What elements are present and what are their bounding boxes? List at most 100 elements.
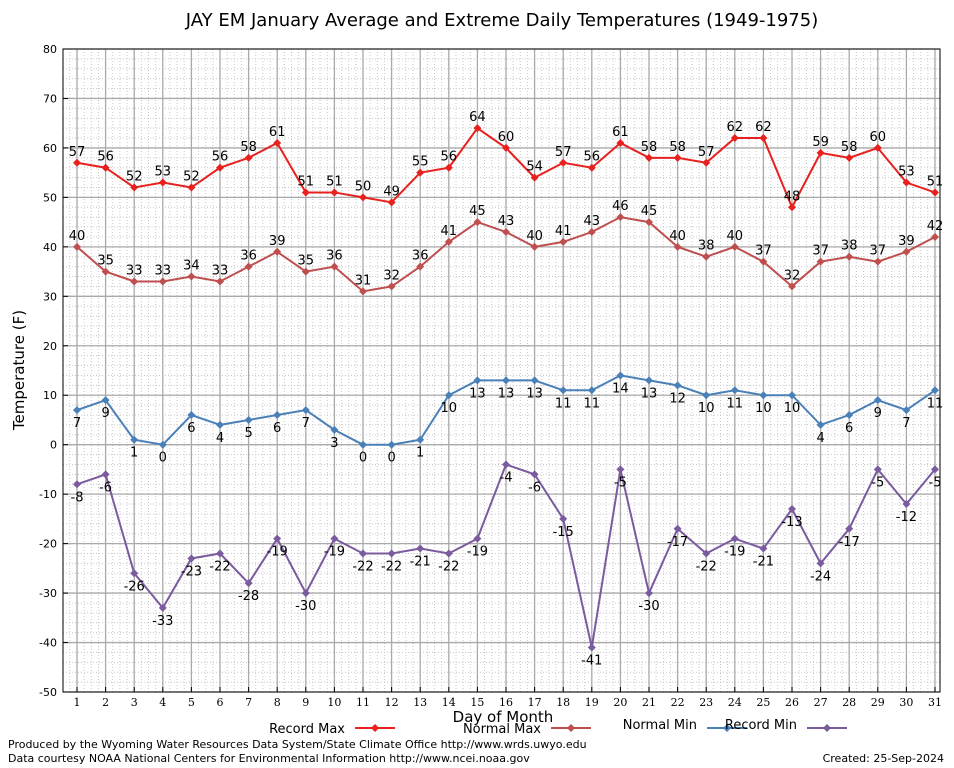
footer-data-courtesy: Data courtesy NOAA National Centers for … bbox=[8, 752, 530, 765]
data-label-normal-max: 38 bbox=[841, 239, 858, 254]
data-point-record-max bbox=[330, 188, 339, 197]
data-label-record-max: 50 bbox=[355, 179, 372, 194]
x-tick-label: 3 bbox=[131, 696, 138, 709]
data-point-record-max bbox=[702, 158, 711, 167]
data-point-normal-max bbox=[387, 282, 396, 291]
data-point-record-max bbox=[273, 138, 282, 147]
data-point-normal-min bbox=[101, 396, 110, 405]
data-label-normal-max: 33 bbox=[155, 263, 172, 278]
data-label-normal-max: 33 bbox=[126, 263, 143, 278]
data-point-record-max bbox=[158, 178, 167, 187]
data-point-normal-max bbox=[530, 242, 539, 251]
data-point-record-min bbox=[502, 460, 510, 469]
data-point-normal-max bbox=[101, 267, 110, 276]
data-point-normal-max bbox=[845, 252, 854, 261]
x-tick-label: 12 bbox=[385, 696, 399, 709]
data-label-normal-min: 4 bbox=[816, 431, 824, 446]
x-tick-label: 20 bbox=[613, 696, 627, 709]
data-label-normal-min: 11 bbox=[727, 396, 744, 411]
data-point-normal-min bbox=[902, 406, 911, 415]
data-point-record-max bbox=[559, 158, 568, 167]
data-label-record-max: 57 bbox=[69, 145, 86, 160]
data-point-normal-min bbox=[873, 396, 882, 405]
data-point-record-min bbox=[902, 500, 911, 509]
data-point-record-min bbox=[788, 504, 796, 513]
data-point-normal-max bbox=[931, 232, 939, 241]
data-label-normal-max: 36 bbox=[412, 249, 429, 264]
y-tick-label: 80 bbox=[43, 43, 57, 56]
data-point-record-max bbox=[502, 143, 510, 152]
data-label-normal-min: 13 bbox=[498, 386, 515, 401]
series-record-max: 57 56 52 53 52 56 58 61 51 51 50 49 55 56 64 60 54 57 56 61… bbox=[69, 110, 944, 212]
data-label-record-max: 51 bbox=[298, 174, 315, 189]
data-point-normal-min bbox=[616, 371, 625, 380]
data-label-normal-max: 37 bbox=[755, 244, 772, 259]
data-point-normal-max bbox=[873, 257, 882, 266]
data-label-record-min: -4 bbox=[500, 470, 513, 485]
data-label-normal-min: 11 bbox=[927, 396, 944, 411]
data-point-record-max bbox=[730, 134, 739, 143]
x-tick-label: 25 bbox=[756, 696, 770, 709]
data-label-record-max: 62 bbox=[727, 120, 744, 135]
y-tick-label: 70 bbox=[43, 92, 57, 105]
series-normal-max: 40 35 33 33 34 33 36 39 35 36 31 32 36 41 45 43 40 41 43 46… bbox=[69, 199, 944, 296]
data-point-normal-max bbox=[559, 237, 568, 246]
data-point-normal-max bbox=[158, 277, 167, 286]
data-point-record-min bbox=[702, 549, 711, 558]
data-point-normal-max bbox=[587, 228, 596, 237]
data-point-normal-min bbox=[359, 440, 367, 449]
data-point-normal-max bbox=[330, 262, 339, 271]
x-tick-label: 22 bbox=[671, 696, 685, 709]
data-label-record-max: 51 bbox=[927, 174, 944, 189]
data-label-normal-max: 31 bbox=[355, 273, 372, 288]
data-label-record-max: 53 bbox=[898, 165, 915, 180]
data-label-record-max: 48 bbox=[784, 189, 801, 204]
data-label-normal-max: 40 bbox=[727, 229, 744, 244]
data-point-record-max bbox=[902, 178, 911, 187]
data-point-normal-max bbox=[130, 277, 139, 286]
legend-label-normal-min: Normal Min bbox=[623, 718, 697, 733]
data-label-record-min: -15 bbox=[553, 525, 574, 540]
data-point-normal-min bbox=[187, 411, 196, 420]
legend-label-normal-max: Normal Max bbox=[463, 722, 541, 737]
data-label-record-max: 51 bbox=[326, 174, 343, 189]
data-label-normal-max: 40 bbox=[526, 229, 543, 244]
data-label-normal-min: 0 bbox=[159, 451, 167, 466]
data-label-normal-max: 42 bbox=[927, 219, 944, 234]
data-point-normal-min bbox=[216, 420, 224, 429]
x-tick-label: 2 bbox=[102, 696, 109, 709]
data-label-normal-min: 6 bbox=[187, 421, 195, 436]
data-label-record-min: -30 bbox=[295, 599, 316, 614]
y-tick-label: 20 bbox=[43, 340, 57, 353]
y-tick-label: 50 bbox=[43, 191, 57, 204]
data-label-normal-min: 0 bbox=[387, 451, 395, 466]
data-label-normal-min: 1 bbox=[130, 446, 138, 461]
data-label-normal-min: 3 bbox=[330, 436, 338, 451]
y-tick-label: -30 bbox=[39, 587, 57, 600]
data-point-normal-max bbox=[301, 267, 310, 276]
data-label-record-min: -5 bbox=[871, 475, 884, 490]
data-point-normal-min bbox=[330, 425, 339, 434]
data-label-record-min: -5 bbox=[614, 475, 627, 490]
data-point-record-max bbox=[387, 198, 396, 207]
data-label-record-max: 64 bbox=[469, 110, 486, 125]
data-label-normal-min: 12 bbox=[669, 391, 686, 406]
x-tick-label: 26 bbox=[785, 696, 799, 709]
footer-produced-by: Produced by the Wyoming Water Resources … bbox=[8, 738, 587, 751]
legend: Record Max Normal Max Normal Min Record Min bbox=[269, 718, 847, 737]
data-point-normal-min bbox=[816, 420, 825, 429]
x-tick-label: 10 bbox=[327, 696, 341, 709]
data-label-normal-max: 41 bbox=[555, 224, 572, 239]
plot-frame bbox=[62, 48, 941, 693]
data-label-normal-min: 14 bbox=[612, 381, 629, 396]
data-label-record-max: 56 bbox=[584, 150, 601, 165]
data-point-record-min bbox=[816, 559, 825, 568]
x-tick-label: 13 bbox=[413, 696, 427, 709]
data-point-normal-max bbox=[759, 257, 768, 266]
x-tick-label: 11 bbox=[356, 696, 370, 709]
data-point-record-max bbox=[101, 163, 110, 172]
legend-label-record-min: Record Min bbox=[725, 718, 797, 733]
data-label-normal-min: 10 bbox=[698, 401, 715, 416]
data-point-normal-min bbox=[645, 376, 653, 385]
